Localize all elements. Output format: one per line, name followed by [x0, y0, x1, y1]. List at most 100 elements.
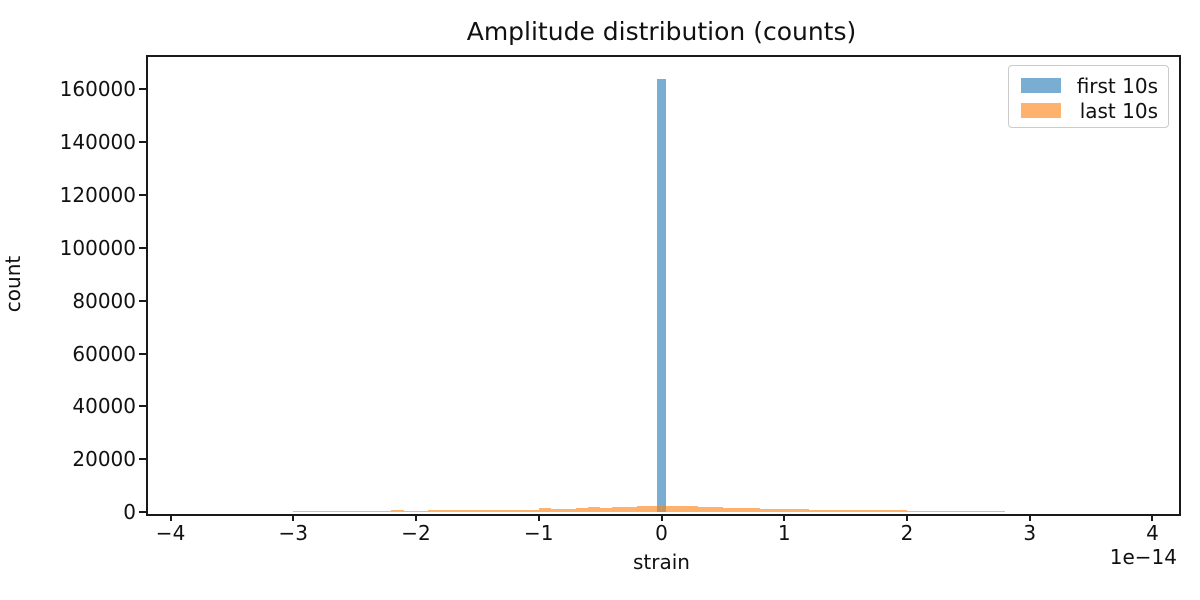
y-axis-tick — [139, 194, 146, 196]
histogram-bar-last-10s — [379, 510, 392, 512]
y-axis-tick-label: 0 — [123, 500, 136, 524]
histogram-bar-last-10s — [330, 511, 343, 512]
x-axis-label: strain — [633, 550, 690, 574]
histogram-bar-last-10s — [342, 511, 355, 512]
histogram-bar-last-10s — [821, 509, 834, 512]
histogram-bar-last-10s — [624, 506, 637, 512]
histogram-bar-last-10s — [857, 510, 871, 512]
histogram-bar-last-10s — [391, 510, 404, 512]
x-axis-tick — [783, 514, 786, 521]
x-axis-tick-label: 2 — [900, 521, 914, 545]
histogram-bar-last-10s — [747, 508, 760, 512]
y-axis-tick — [139, 246, 146, 249]
histogram-bar-last-10s — [919, 510, 932, 512]
x-axis-tick — [660, 514, 663, 521]
histogram-bar-last-10s — [563, 508, 576, 512]
legend-label-first-10s: first 10s — [1076, 73, 1158, 98]
y-axis-tick-label: 100000 — [59, 235, 136, 260]
histogram-bar-last-10s — [943, 511, 957, 512]
x-axis-tick — [537, 514, 540, 521]
histogram-bar-last-10s — [636, 506, 650, 512]
histogram-bar-last-10s — [612, 506, 625, 512]
histogram-bar-last-10s — [489, 509, 502, 512]
x-axis-tick-label: 3 — [1023, 521, 1037, 545]
histogram-bar-last-10s — [759, 508, 772, 512]
y-axis-tick-label: 160000 — [59, 77, 136, 102]
histogram-bar-last-10s — [440, 510, 453, 512]
y-axis-tick — [139, 458, 146, 461]
x-axis-tick — [1028, 514, 1031, 521]
histogram-bar-last-10s — [698, 506, 711, 512]
histogram-bar-last-10s — [931, 510, 944, 512]
histogram-bar-last-10s — [796, 509, 809, 512]
histogram-bar-last-10s — [784, 509, 797, 512]
x-axis-tick-label: −1 — [524, 521, 554, 545]
histogram-bars-layer — [146, 55, 1177, 512]
legend-swatch-first-10s-icon — [1021, 78, 1061, 93]
y-axis-tick — [139, 141, 146, 144]
histogram-bar-last-10s — [722, 507, 736, 512]
histogram-bar-last-10s — [305, 511, 318, 512]
x-axis-tick-label: 1 — [777, 521, 791, 545]
y-axis-tick-label: 40000 — [72, 394, 136, 419]
x-axis-tick — [169, 514, 172, 521]
histogram-bar-last-10s — [501, 509, 515, 512]
y-axis-tick — [139, 88, 146, 91]
x-axis-offset-label: 1e−14 — [1109, 545, 1177, 569]
x-axis-tick-label: −2 — [401, 521, 431, 545]
histogram-bar-last-10s — [833, 509, 846, 512]
histogram-bar-last-10s — [771, 508, 785, 512]
y-axis-tick-label: 60000 — [72, 341, 136, 366]
x-axis-tick-label: −3 — [278, 521, 309, 545]
histogram-bar-last-10s — [551, 509, 564, 512]
y-axis-tick — [139, 352, 146, 355]
histogram-bar-first-10s — [657, 79, 666, 512]
y-axis-tick — [139, 405, 146, 408]
histogram-bar-last-10s — [686, 506, 699, 512]
histogram-bar-last-10s — [366, 511, 380, 512]
y-axis-tick — [139, 299, 146, 302]
x-axis-tick — [1151, 514, 1154, 521]
y-axis-tick — [139, 511, 146, 513]
y-axis-label: count — [1, 255, 25, 313]
histogram-bar-last-10s — [416, 510, 429, 512]
histogram-bar-last-10s — [354, 511, 367, 512]
y-axis-tick-label: 140000 — [59, 130, 136, 155]
histogram-bar-last-10s — [710, 506, 723, 512]
y-axis-tick-label: 20000 — [72, 447, 136, 472]
x-axis-tick — [905, 514, 908, 521]
histogram-bar-last-10s — [906, 510, 920, 512]
legend-box: first 10s last 10s — [1008, 65, 1169, 128]
histogram-bar-last-10s — [428, 510, 441, 512]
legend-label-last-10s: last 10s — [1079, 98, 1158, 123]
x-axis-tick — [415, 514, 418, 521]
histogram-bar-last-10s — [980, 511, 993, 512]
histogram-bar-last-10s — [452, 510, 466, 512]
x-axis-tick-label: 0 — [655, 521, 668, 545]
legend-swatch-last-10s-icon — [1021, 103, 1061, 118]
histogram-bar-last-10s — [992, 511, 1006, 512]
histogram-bar-last-10s — [956, 511, 969, 512]
histogram-bar-last-10s — [845, 509, 858, 512]
chart-title: Amplitude distribution (counts) — [466, 17, 857, 46]
histogram-bar-last-10s — [735, 508, 748, 512]
y-axis-tick-label: 80000 — [72, 288, 136, 313]
histogram-bar-last-10s — [894, 510, 907, 512]
histogram-bar-last-10s — [293, 511, 306, 512]
histogram-bar-last-10s — [575, 508, 588, 512]
histogram-bar-last-10s — [587, 507, 601, 512]
histogram-bar-last-10s — [600, 507, 613, 512]
histogram-bar-last-10s — [882, 510, 895, 512]
x-axis-tick-label: −4 — [155, 521, 186, 545]
histogram-bar-last-10s — [465, 510, 478, 512]
legend-entry-last-10s: last 10s — [1021, 98, 1158, 123]
histogram-bar-last-10s — [477, 510, 490, 512]
histogram-bar-last-10s — [514, 509, 527, 512]
histogram-bar-last-10s — [403, 510, 417, 512]
histogram-bar-last-10s — [673, 506, 687, 512]
histogram-bar-last-10s — [870, 509, 883, 512]
histogram-bar-last-10s — [808, 509, 822, 512]
y-axis-tick-label: 120000 — [59, 183, 136, 207]
histogram-bar-last-10s — [526, 509, 539, 512]
